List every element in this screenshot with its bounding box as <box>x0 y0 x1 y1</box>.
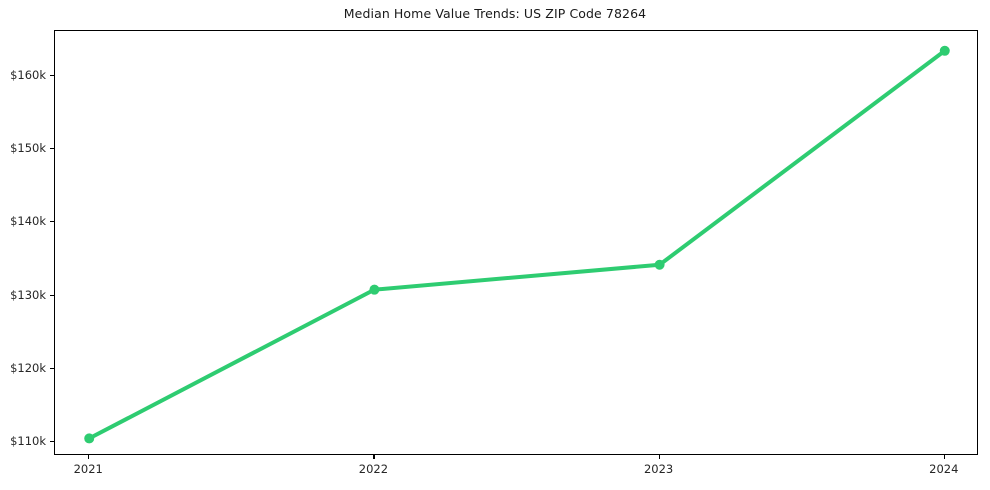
data-point-marker <box>654 259 665 270</box>
data-point-marker <box>84 433 95 444</box>
y-axis-tick-label: $130k <box>10 287 46 302</box>
x-axis-tick-label: 2023 <box>643 462 674 476</box>
x-axis-tick-label: 2021 <box>73 462 103 476</box>
y-axis-tick-label: $160k <box>10 67 46 82</box>
y-axis-tick-label: $150k <box>10 140 46 155</box>
data-point-marker <box>369 284 380 295</box>
x-axis-tick-label: 2024 <box>929 462 959 476</box>
y-axis-tick-label: $140k <box>10 214 46 229</box>
series-line-median-home-value <box>87 48 947 441</box>
y-axis-tick-labels: $110k $120k $130k $140k $150k $160k <box>0 0 46 490</box>
x-axis-tick-label: 2022 <box>358 462 389 476</box>
chart-title: Median Home Value Trends: US ZIP Code 78… <box>343 6 647 21</box>
line-chart-svg <box>84 45 950 444</box>
data-point-marker <box>939 45 950 56</box>
series-markers <box>84 45 950 444</box>
plot-area <box>54 30 978 455</box>
y-axis-tick-label: $110k <box>10 434 46 449</box>
y-axis-tick-label: $120k <box>10 360 46 375</box>
